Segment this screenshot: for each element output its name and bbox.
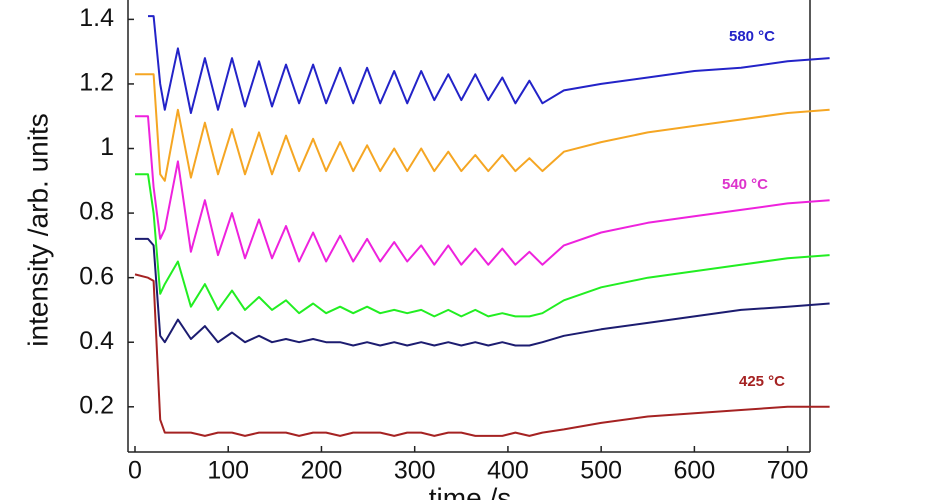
series-line [135,173,830,318]
x-axis-label: time /s [429,482,511,500]
series-line [134,273,830,437]
y-tick-label: 0.6 [79,262,114,290]
annotation: 580 °C [729,28,775,45]
y-tick-label: 0.2 [79,391,114,419]
x-tick-label: 500 [580,457,622,485]
x-tick-label: 600 [674,457,716,485]
series-line [135,73,830,182]
annotation: 540 °C [722,176,768,193]
series-line [148,15,830,114]
y-tick-label: 0.8 [79,198,114,226]
x-tick-label: 300 [394,457,436,485]
x-tick-label: 0 [128,457,142,485]
annotation: 425 °C [739,373,785,390]
y-tick-label: 1.4 [79,4,114,32]
series-line [135,115,830,266]
x-tick-label: 700 [767,457,809,485]
y-tick-label: 1 [100,133,114,161]
y-axis-label: intensity /arb. units [22,113,53,346]
x-tick-label: 400 [487,457,529,485]
y-tick-label: 0.4 [79,327,114,355]
series-line [135,237,830,347]
y-tick-label: 1.2 [79,69,114,97]
x-tick-label: 100 [207,457,249,485]
x-tick-label: 200 [301,457,343,485]
